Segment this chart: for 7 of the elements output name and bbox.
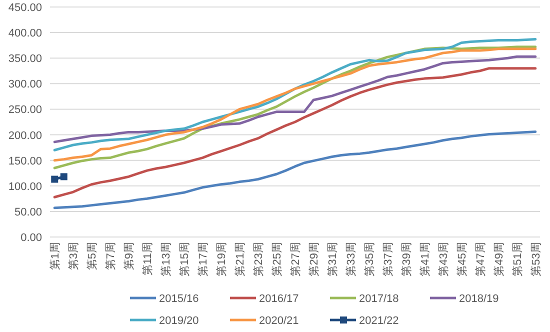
legend-label: 2015/16	[159, 293, 199, 305]
legend-label: 2021/22	[359, 315, 399, 327]
legend-label: 2017/18	[359, 293, 399, 305]
legend-label: 2019/20	[159, 315, 199, 327]
legend-label: 2016/17	[259, 293, 299, 305]
legend-label: 2018/19	[459, 293, 499, 305]
legend-label: 2020/21	[259, 315, 299, 327]
